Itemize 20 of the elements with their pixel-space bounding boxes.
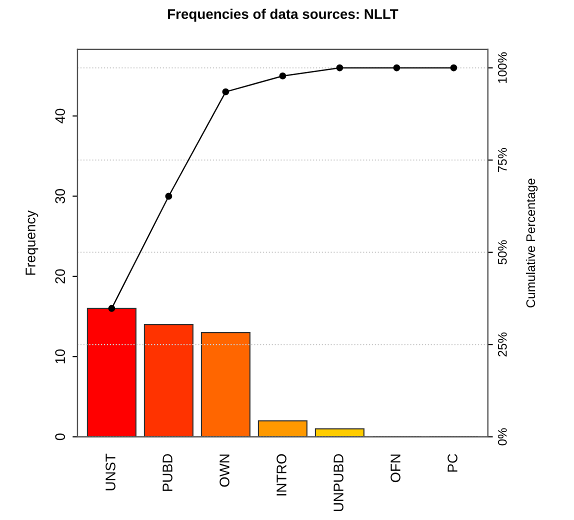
x-tick-label: UNST — [106, 454, 116, 490]
x-tick-label: PC — [448, 454, 458, 472]
y2-tick-label: 100% — [498, 52, 507, 83]
y-tick-label: 20 — [55, 269, 66, 284]
x-tick-label: OWN — [220, 454, 230, 487]
y2-tick-label: 75% — [498, 148, 507, 172]
x-tick-label: OFN — [390, 454, 400, 482]
x-tick-label: PUBD — [162, 454, 172, 491]
y2-axis-title: Cumulative Percentage — [526, 178, 538, 308]
x-tick-label: UNPUBD — [334, 454, 344, 512]
y-tick-label: 10 — [55, 349, 66, 364]
x-tick-label: INTRO — [276, 454, 286, 496]
y2-tick-label: 25% — [498, 332, 507, 356]
y2-tick-label: 0% — [498, 428, 507, 446]
y2-tick-label: 50% — [498, 240, 507, 264]
y-axis-title: Frequency — [26, 210, 38, 275]
y-tick-label: 30 — [55, 188, 66, 204]
y-tick-label: 0 — [55, 433, 66, 440]
y-tick-label: 40 — [55, 108, 66, 124]
chart-title: Frequencies of data sources: NLLT — [168, 8, 398, 22]
